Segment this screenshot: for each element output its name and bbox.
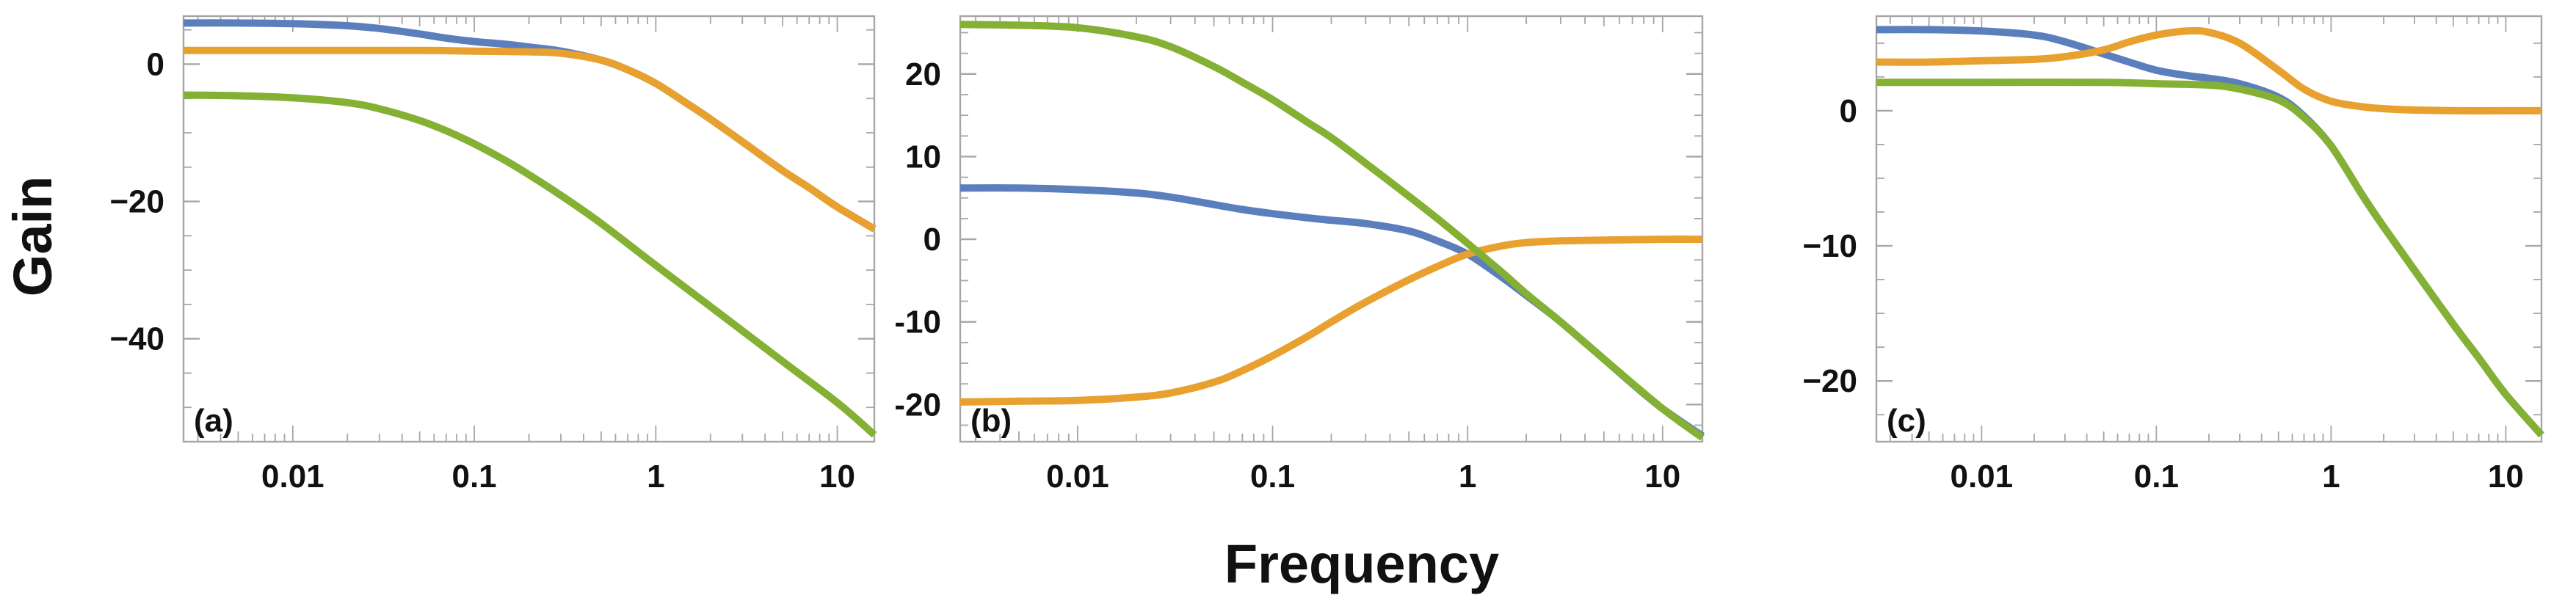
y-tick-label: −10 [1802,228,1857,264]
series-line-blue [1876,26,2544,438]
y-axis-title: Gain [2,176,63,296]
x-tick-label: 0.01 [1950,459,2013,495]
x-tick-label: 1 [1459,459,1476,495]
x-axis-title: Frequency [1224,533,1499,594]
series-line-orange [184,46,877,233]
y-tick-label: 0 [1840,93,1857,129]
x-tick-label: 0.1 [2134,459,2179,495]
panel-label: (c) [1887,403,1926,439]
y-tick-label: −20 [109,184,164,220]
series-line-green [1876,79,2544,438]
x-tick-label: 0.1 [1250,459,1295,495]
panel-a: 0.01 0.1 1 10 0 −20 −40 (a) [109,15,877,495]
series-line-orange [1876,26,2541,114]
panel-c: 0.01 0.1 1 10 0 −10 −20 (c) [1802,15,2544,495]
y-tick-label: 20 [905,56,941,92]
x-tick-label: 1 [647,459,664,495]
x-tick-label: 10 [819,459,855,495]
plot-frame [182,15,876,443]
y-tick-label: 0 [147,46,164,82]
y-tick-label: 10 [905,139,941,175]
series-line-green [959,21,1705,441]
x-tick-label: 10 [2488,459,2524,495]
y-tick-label: -10 [894,304,941,340]
y-tick-label: −40 [109,321,164,357]
y-tick-label: 0 [924,222,941,258]
plot-frame [959,15,1704,443]
y-tick-label: −20 [1802,363,1857,399]
x-tick-label: 0.01 [261,459,324,495]
panel-b: 0.01 0.1 1 10 20 10 0 -10 -20 (b) [894,15,1705,495]
x-tick-label: 1 [2322,459,2340,495]
x-tick-label: 0.01 [1046,459,1109,495]
series-line-orange [959,236,1703,406]
x-tick-label: 10 [1644,459,1680,495]
panel-label: (a) [194,403,233,439]
series-line-green [183,91,877,438]
x-tick-label: 0.1 [451,459,496,495]
y-tick-label: -20 [894,387,941,423]
panel-label: (b) [970,403,1012,439]
